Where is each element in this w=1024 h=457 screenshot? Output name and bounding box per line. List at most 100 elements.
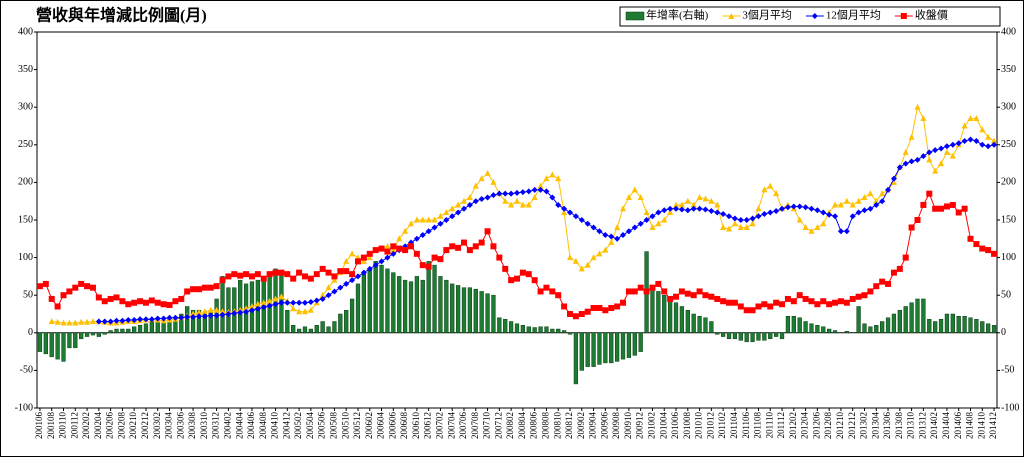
- marker: [437, 212, 444, 219]
- bar: [744, 332, 749, 343]
- x-tick-label: 200304: [164, 412, 174, 440]
- marker: [896, 164, 903, 171]
- bar: [927, 319, 932, 334]
- marker: [843, 228, 850, 235]
- marker: [472, 243, 479, 250]
- marker: [254, 271, 261, 278]
- marker: [890, 269, 897, 276]
- marker: [661, 288, 668, 295]
- marker: [190, 314, 197, 321]
- bar: [721, 332, 726, 337]
- marker: [572, 213, 579, 220]
- marker: [867, 205, 874, 212]
- bar: [444, 279, 449, 334]
- marker: [991, 137, 998, 144]
- bar: [697, 316, 702, 334]
- marker: [466, 193, 473, 200]
- marker: [637, 193, 644, 200]
- marker: [714, 295, 721, 302]
- marker: [425, 228, 432, 235]
- marker: [926, 149, 933, 156]
- marker: [455, 244, 462, 251]
- x-tick-label: 201304: [870, 412, 880, 440]
- marker: [879, 190, 886, 197]
- marker: [437, 256, 444, 263]
- marker: [502, 265, 509, 272]
- marker: [608, 233, 615, 240]
- marker: [949, 201, 956, 208]
- marker: [72, 319, 79, 326]
- marker: [643, 208, 650, 215]
- bar: [432, 264, 437, 334]
- marker: [708, 293, 715, 300]
- marker: [908, 133, 915, 140]
- bar: [885, 317, 891, 334]
- marker: [472, 182, 479, 189]
- marker: [107, 318, 114, 325]
- marker: [973, 241, 980, 248]
- marker: [243, 308, 250, 315]
- marker: [413, 250, 420, 257]
- bar: [408, 281, 414, 334]
- marker: [814, 301, 821, 308]
- marker: [301, 299, 308, 306]
- marker: [131, 299, 138, 306]
- x-tick-label: 201002: [647, 412, 657, 439]
- marker: [843, 197, 850, 204]
- marker: [160, 301, 167, 308]
- marker: [490, 178, 497, 185]
- marker: [137, 298, 144, 305]
- marker: [855, 197, 862, 204]
- bar: [603, 332, 608, 364]
- bar: [550, 328, 555, 334]
- marker: [602, 307, 609, 314]
- marker: [832, 201, 839, 208]
- marker: [596, 304, 603, 311]
- marker: [796, 292, 803, 299]
- legend-marker: [811, 13, 818, 19]
- marker: [278, 269, 285, 276]
- bar: [862, 323, 867, 334]
- bar: [514, 323, 520, 334]
- marker: [331, 288, 338, 295]
- marker: [407, 243, 414, 250]
- marker: [48, 318, 55, 325]
- bar: [332, 321, 337, 334]
- bar: [868, 326, 873, 334]
- marker: [678, 288, 685, 295]
- bar: [149, 321, 154, 334]
- marker: [496, 190, 503, 197]
- bar: [897, 309, 902, 334]
- bar: [691, 313, 696, 334]
- x-tick-label: 200112: [69, 412, 79, 439]
- marker: [460, 239, 467, 246]
- x-tick-label: 201406: [953, 412, 963, 440]
- bar: [420, 279, 425, 334]
- bar: [579, 332, 584, 371]
- marker: [142, 316, 149, 323]
- x-tick-label: 201312: [917, 412, 927, 439]
- bar: [809, 323, 814, 334]
- marker: [908, 224, 915, 231]
- marker: [543, 175, 550, 182]
- y2-tick-label: 100: [1001, 252, 1016, 263]
- marker: [955, 140, 962, 147]
- marker: [449, 205, 456, 212]
- bar: [96, 332, 101, 337]
- x-tick-label: 200206: [105, 412, 115, 440]
- bar: [126, 328, 131, 334]
- marker: [879, 198, 886, 205]
- marker: [608, 304, 615, 311]
- x-tick-label: 201404: [941, 412, 951, 440]
- marker: [272, 301, 279, 308]
- bar: [556, 328, 561, 334]
- bar: [361, 273, 367, 334]
- y-tick-label: 200: [18, 177, 33, 188]
- marker: [832, 213, 839, 220]
- x-tick-label: 200302: [152, 412, 162, 439]
- marker: [419, 262, 426, 269]
- x-tick-label: 201006: [670, 412, 680, 440]
- marker: [902, 148, 909, 155]
- x-tick-label: 201112: [776, 412, 786, 438]
- marker: [561, 205, 568, 212]
